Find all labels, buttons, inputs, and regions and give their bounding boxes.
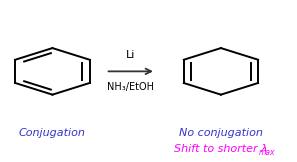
- Text: Li: Li: [126, 50, 135, 60]
- Text: Conjugation: Conjugation: [19, 128, 86, 138]
- Text: Shift to shorter λ: Shift to shorter λ: [174, 144, 268, 154]
- Text: No conjugation: No conjugation: [179, 128, 263, 138]
- Text: NH₃/EtOH: NH₃/EtOH: [107, 82, 154, 92]
- Text: max: max: [258, 148, 275, 157]
